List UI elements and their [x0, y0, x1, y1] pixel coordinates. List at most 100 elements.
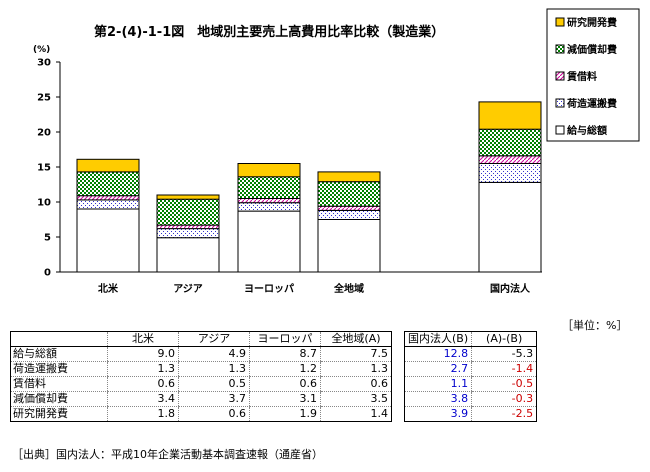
stacked-bar-chart: 第2-(4)-1-1図 地域別主要売上高費用比率比較（製造業） (%) 0 5 10… — [33, 8, 640, 295]
header-north-america: 北米 — [107, 331, 179, 347]
cell-europe: 0.6 — [249, 376, 321, 392]
header-domestic: 国内法人(B) — [403, 331, 472, 347]
cell-north-america: 1.8 — [107, 406, 179, 422]
table-row: 研究開発費 1.8 0.6 1.9 1.4 3.9 -2.5 — [10, 406, 538, 422]
cell-diff: -2.5 — [471, 406, 538, 422]
y-tick-label: 0 — [44, 268, 51, 279]
data-table: 北米 アジア ヨーロッパ 全地域(A) 国内法人(B) (A)-(B) 給与総額… — [10, 331, 538, 422]
cell-diff: -1.4 — [471, 361, 538, 377]
header-asia: アジア — [178, 331, 250, 347]
legend-swatch — [555, 44, 565, 54]
bar-segment — [237, 176, 301, 200]
y-tick-label: 10 — [37, 198, 51, 209]
table-row: 減価償却費 3.4 3.7 3.1 3.5 3.8 -0.3 — [10, 391, 538, 407]
cell-domestic: 3.9 — [403, 406, 472, 422]
legend-label: 賃借料 — [566, 70, 597, 83]
row-label: 賃借料 — [10, 376, 108, 392]
cell-domestic: 12.8 — [403, 346, 472, 362]
legend-swatch — [555, 125, 565, 135]
cell-domestic: 3.8 — [403, 391, 472, 407]
cell-europe: 1.2 — [249, 361, 321, 377]
source-note: ［出典］国内法人：平成10年企業活動基本調査速報（通産省） — [12, 448, 323, 461]
cell-all-regions: 1.4 — [320, 406, 392, 422]
legend-label: 減価償却費 — [567, 43, 617, 56]
category-label: 全地域 — [333, 282, 364, 295]
y-axis-unit: (%) — [33, 45, 50, 55]
legend-label: 給与総額 — [567, 124, 607, 137]
cell-domestic: 2.7 — [403, 361, 472, 377]
category-label: アジア — [173, 283, 203, 295]
header-diff: (A)-(B) — [471, 331, 538, 347]
bar-segment — [317, 209, 381, 220]
cell-europe: 3.1 — [249, 391, 321, 407]
cell-diff: -0.5 — [471, 376, 538, 392]
y-tick-label: 15 — [37, 163, 51, 174]
cell-north-america: 0.6 — [107, 376, 179, 392]
chart-title: 第2-(4)-1-1図 地域別主要売上高費用比率比較（製造業） — [94, 24, 444, 40]
unit-note: ［単位：%］ — [562, 319, 628, 332]
bar-segment — [478, 101, 542, 130]
bar-segment — [156, 224, 220, 230]
legend-swatch — [555, 17, 565, 27]
y-tick-label: 5 — [44, 233, 51, 244]
bar-segment — [156, 237, 220, 273]
table-gap — [392, 377, 405, 392]
bar-segment — [237, 210, 301, 273]
row-label: 給与総額 — [10, 346, 108, 362]
y-tick-label: 30 — [37, 58, 51, 69]
legend-swatch — [555, 71, 565, 81]
table-gap — [392, 407, 405, 422]
cell-diff: -0.3 — [471, 391, 538, 407]
table-header-row: 北米 アジア ヨーロッパ 全地域(A) 国内法人(B) (A)-(B) — [10, 331, 538, 347]
bar-segment — [76, 199, 140, 210]
cell-asia: 1.3 — [178, 361, 250, 377]
legend-label: 荷造運搬費 — [566, 97, 617, 110]
row-label: 荷造運搬費 — [10, 361, 108, 377]
row-label: 研究開発費 — [10, 406, 108, 422]
table-gap — [392, 392, 405, 407]
bar-segment — [76, 171, 140, 197]
bar-segment — [317, 205, 381, 211]
cell-all-regions: 1.3 — [320, 361, 392, 377]
table-row: 賃借料 0.6 0.5 0.6 0.6 1.1 -0.5 — [10, 376, 538, 392]
cell-north-america: 9.0 — [107, 346, 179, 362]
table-row: 給与総額 9.0 4.9 8.7 7.5 12.8 -5.3 — [10, 346, 538, 362]
cell-asia: 3.7 — [178, 391, 250, 407]
cell-asia: 0.6 — [178, 406, 250, 422]
category-label: ヨーロッパ — [244, 283, 294, 295]
cell-domestic: 1.1 — [403, 376, 472, 392]
bar-segment — [317, 181, 381, 207]
cell-north-america: 1.3 — [107, 361, 179, 377]
bar-segment — [237, 163, 301, 178]
row-label: 減価償却費 — [10, 391, 108, 407]
bar-segment — [317, 171, 381, 183]
cell-north-america: 3.4 — [107, 391, 179, 407]
cell-diff: -5.3 — [471, 346, 538, 362]
bar-segment — [317, 219, 381, 273]
table-row: 荷造運搬費 1.3 1.3 1.2 1.3 2.7 -1.4 — [10, 361, 538, 377]
bar-segment — [76, 158, 140, 173]
bar-segment — [76, 195, 140, 201]
category-label: 国内法人 — [490, 282, 531, 295]
cell-all-regions: 3.5 — [320, 391, 392, 407]
table-gap — [392, 347, 405, 362]
cell-europe: 1.9 — [249, 406, 321, 422]
bar-segment — [156, 194, 220, 200]
header-corner — [10, 331, 108, 347]
bar-segment — [478, 181, 542, 273]
bar-segment — [478, 128, 542, 157]
cell-asia: 0.5 — [178, 376, 250, 392]
bar-segment — [156, 228, 220, 239]
table-gap — [392, 332, 405, 347]
bar-segment — [76, 208, 140, 273]
legend-label: 研究開発費 — [567, 16, 617, 29]
table-gap — [392, 362, 405, 377]
bar-segment — [478, 155, 542, 165]
cell-asia: 4.9 — [178, 346, 250, 362]
header-all-regions: 全地域(A) — [320, 331, 392, 347]
cell-all-regions: 7.5 — [320, 346, 392, 362]
cell-all-regions: 0.6 — [320, 376, 392, 392]
category-label: 北米 — [98, 282, 119, 295]
legend-swatch — [555, 98, 565, 108]
